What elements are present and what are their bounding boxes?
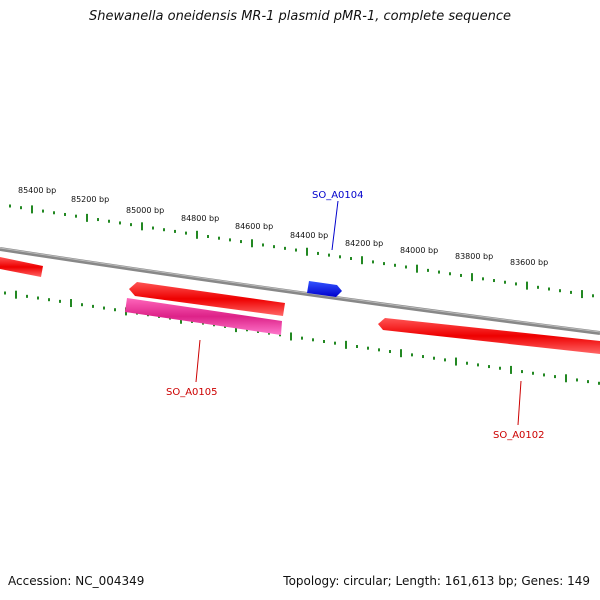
backbone-highlight [0, 247, 600, 333]
accession-text: Accession: NC_004349 [8, 574, 145, 588]
bp-label: 85200 bp [71, 195, 109, 204]
label-so_a0104: SO_A0104 [312, 190, 364, 201]
bp-label: 85000 bp [126, 206, 164, 215]
backbone-line [0, 247, 600, 335]
bp-label: 85400 bp [18, 186, 56, 195]
bp-label: 84600 bp [235, 222, 273, 231]
gene-so_a0105[interactable] [125, 298, 282, 335]
gene-left-edge[interactable] [0, 257, 43, 277]
topology-text: Topology: circular; Length: 161,613 bp; … [283, 574, 590, 588]
bp-label: 84000 bp [400, 246, 438, 255]
label-so_a0102: SO_A0102 [493, 430, 545, 441]
callout-so_a0104 [331, 200, 339, 251]
map-title: Shewanella oneidensis MR-1 plasmid pMR-1… [88, 9, 512, 24]
label-so_a0105: SO_A0105 [166, 387, 218, 398]
bp-label: 83600 bp [510, 258, 548, 267]
bp-label: 83800 bp [455, 252, 493, 261]
gene-so_a0102[interactable] [378, 318, 600, 354]
gene-forward-so_a0105-upper[interactable] [129, 282, 285, 316]
bp-label: 84200 bp [345, 239, 383, 248]
callout-so_a0102 [517, 380, 522, 426]
bp-label: 84800 bp [181, 214, 219, 223]
tick-label-group: 85400 bp 85200 bp 85000 bp 84800 bp 84600 bp… [18, 186, 548, 267]
callout-so_a0105 [195, 339, 201, 383]
upper-tick-row [9, 204, 594, 299]
bp-label: 84400 bp [290, 231, 328, 240]
gene-so_a0104[interactable] [307, 281, 342, 297]
